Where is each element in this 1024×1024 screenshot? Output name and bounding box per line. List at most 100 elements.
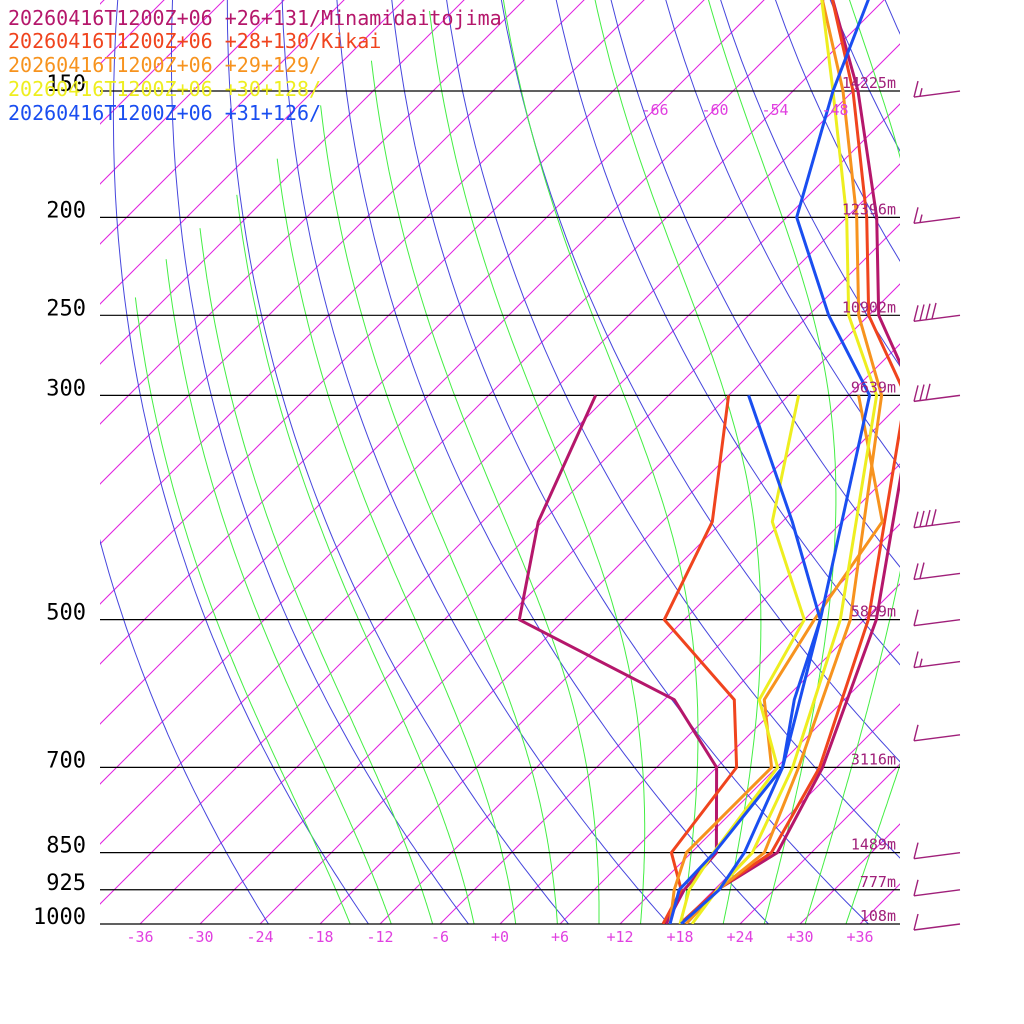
- moist-adiabat-line: [134, 297, 351, 924]
- wind-barb-flag: [931, 302, 937, 320]
- wind-barb-flag: [913, 385, 919, 402]
- wind-barb-flag: [913, 651, 919, 668]
- x-tick-label: +6: [551, 928, 569, 946]
- moist-adiabat-line: [236, 194, 475, 924]
- isotherm-line: [100, 0, 705, 605]
- isotherm-line: [259, 283, 900, 924]
- dry-adiabat-line: [281, 0, 670, 924]
- isotherm-line: [920, 0, 1024, 924]
- temperature-line-5: [679, 0, 872, 924]
- height-label-250: 10902m: [842, 298, 896, 316]
- wind-barb-staff: [913, 851, 961, 860]
- sounding-profiles: [517, 0, 900, 924]
- wind-barb-flag: [919, 384, 925, 401]
- dry-adiabat-line: [446, 0, 900, 859]
- dry-adiabat-line: [112, 0, 370, 924]
- temperature-line-2: [678, 0, 900, 924]
- wind-barb: [913, 80, 961, 98]
- x-tick-label: -18: [306, 928, 333, 946]
- height-label-500: 5829m: [851, 603, 896, 621]
- isotherm-line: [859, 883, 900, 924]
- dry-adiabat-line: [814, 0, 1024, 945]
- isobar-lines: [100, 90, 900, 925]
- x-tick-label: -36: [126, 928, 153, 946]
- moist-adiabat-line: [370, 60, 600, 924]
- dewpoint-line-4: [678, 395, 806, 924]
- dry-adiabat-line: [610, 0, 900, 568]
- x-tick-label: +30: [786, 928, 813, 946]
- wind-barb: [913, 724, 961, 742]
- pressure-label-1000: 1000: [33, 905, 86, 930]
- top-temp-label: -48: [821, 101, 848, 119]
- wind-barb-staff: [913, 660, 961, 669]
- dry-adiabat-line: [997, 0, 1024, 945]
- isotherm-line: [100, 0, 105, 5]
- wind-barb-flag: [919, 562, 925, 579]
- height-label-1000: 108m: [860, 907, 896, 925]
- wind-barb-flag: [919, 304, 925, 321]
- wind-barb-flag: [919, 510, 925, 528]
- isotherm-line: [100, 0, 465, 365]
- wind-barb: [913, 562, 961, 581]
- moist-adiabat-line: [320, 105, 558, 924]
- pressure-label-150: 150: [46, 72, 86, 97]
- wind-barb-halfflag: [919, 88, 923, 97]
- wind-barb: [913, 842, 961, 860]
- x-tick-label: +24: [726, 928, 753, 946]
- pressure-label-500: 500: [46, 601, 86, 626]
- wind-barb: [913, 879, 961, 897]
- legend: 20260416T1200Z+06 +26+131/Minamidaitojim…: [8, 6, 502, 125]
- moist-adiabat-line: [165, 259, 392, 924]
- dry-adiabat-line: [391, 0, 870, 924]
- moist-adiabat-lines: [134, 0, 900, 924]
- legend-entry-5: 20260416T1200Z+06 +31+126/: [8, 101, 321, 125]
- pressure-label-300: 300: [46, 376, 86, 401]
- pressure-label-850: 850: [46, 834, 86, 859]
- wind-barb: [913, 383, 961, 403]
- isotherm-line: [139, 163, 900, 924]
- dry-adiabat-line: [924, 0, 1024, 945]
- dewpoint-line-2: [661, 395, 739, 924]
- wind-barb-staff: [913, 734, 961, 742]
- wind-barb-flag: [925, 509, 931, 527]
- pressure-label-925: 925: [46, 871, 86, 896]
- wind-barb-flag: [913, 724, 919, 742]
- wind-barb: [913, 509, 961, 529]
- isotherm-line: [439, 463, 900, 924]
- wind-barb-flag: [913, 879, 919, 896]
- wind-barb-flag: [925, 383, 931, 400]
- isotherm-line: [559, 583, 900, 924]
- temperature-line-3: [684, 0, 884, 924]
- wind-barb: [913, 207, 961, 225]
- moist-adiabat-line: [804, 0, 900, 924]
- wind-barb-flag: [913, 80, 919, 98]
- pressure-label-250: 250: [46, 296, 86, 321]
- wind-barb: [913, 302, 961, 323]
- wind-barb-halfflag: [919, 658, 923, 667]
- legend-entry-2: 20260416T1200Z+06 +28+130/Kikai: [8, 29, 381, 53]
- dry-adiabat-line: [887, 0, 1024, 945]
- wind-barb-flag: [913, 609, 919, 626]
- wind-barb: [913, 609, 961, 627]
- dry-adiabat-line: [961, 0, 1024, 945]
- dry-adiabat-line: [100, 538, 270, 924]
- moist-adiabat-line: [429, 10, 646, 924]
- temperature-line-4: [690, 0, 879, 924]
- isotherm-line: [100, 0, 585, 485]
- wind-barb-flag: [913, 511, 919, 528]
- wind-barb-flag: [913, 207, 919, 224]
- isotherm-line: [100, 0, 525, 425]
- dewpoint-line-5: [668, 394, 822, 924]
- isotherm-line: [679, 703, 900, 924]
- dry-adiabat-line: [884, 0, 900, 35]
- isotherm-line: [199, 223, 900, 924]
- isotherm-line: [319, 343, 900, 924]
- dry-adiabat-line: [829, 0, 900, 153]
- x-tick-label: -24: [246, 928, 273, 946]
- height-label-200: 12396m: [842, 200, 896, 218]
- isotherm-line: [100, 103, 900, 905]
- wind-barb-staff: [913, 889, 961, 897]
- wind-barb-flag: [925, 303, 931, 320]
- moist-adiabat-line: [502, 0, 699, 924]
